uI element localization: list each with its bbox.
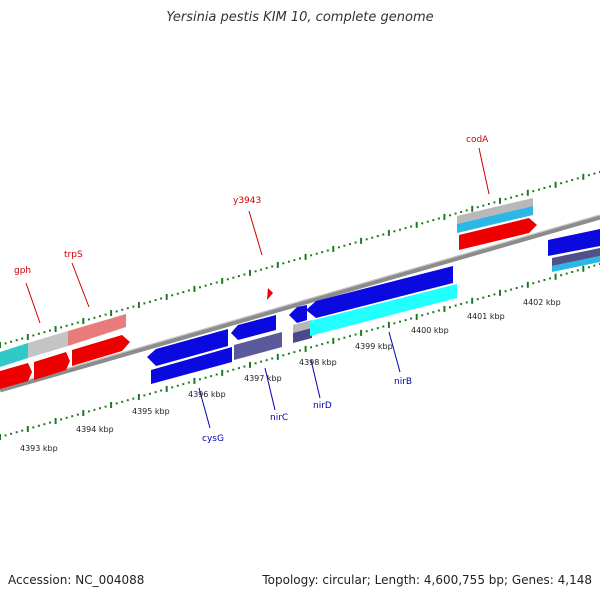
callout-line (264, 367, 276, 411)
gene-label-reverse[interactable]: cysG (202, 434, 224, 444)
gene-callouts (25, 147, 490, 429)
lower-tick-track (0, 263, 600, 440)
callout-line (310, 359, 321, 399)
gene-arrow[interactable] (0, 363, 32, 389)
feature-block[interactable] (28, 331, 68, 358)
kbp-label: 4401 kbp (467, 312, 505, 321)
kbp-label: 4400 kbp (411, 326, 449, 335)
gene-labels: gph trpS y3943 codA cysG nirC nirD nirB (14, 135, 489, 444)
gene-arrow[interactable] (34, 352, 70, 380)
gene-arrow[interactable] (548, 229, 600, 256)
gene-arrow[interactable] (306, 266, 453, 318)
gene-label-reverse[interactable]: nirC (270, 413, 288, 423)
gene-arrow[interactable] (267, 288, 273, 300)
callout-line (198, 387, 211, 429)
feature-block[interactable] (293, 328, 312, 343)
feature-block[interactable] (457, 198, 533, 224)
feature-block[interactable] (457, 206, 533, 233)
gene-arrow[interactable] (459, 218, 537, 250)
forward-strand (0, 198, 600, 389)
scale-labels: 4393 kbp 4394 kbp 4395 kbp 4396 kbp 4397… (20, 298, 561, 453)
gene-arrow[interactable] (151, 347, 232, 384)
reverse-strand (147, 266, 457, 384)
gene-arrow[interactable] (72, 335, 130, 366)
callout-line (71, 262, 90, 308)
kbp-label: 4395 kbp (132, 407, 170, 416)
gene-label-forward[interactable]: y3943 (233, 196, 261, 206)
callout-line (478, 147, 490, 195)
callout-line (25, 282, 41, 324)
kbp-label: 4402 kbp (523, 298, 561, 307)
kbp-label: 4393 kbp (20, 444, 58, 453)
map-title: Yersinia pestis KIM 10, complete genome (166, 10, 434, 25)
feature-block[interactable] (234, 332, 282, 360)
feature-block[interactable] (552, 256, 600, 272)
gene-label-forward[interactable]: trpS (64, 250, 83, 260)
gene-label-forward[interactable]: codA (466, 135, 489, 145)
feature-block[interactable] (68, 314, 126, 346)
genome-backbone-highlight (0, 214, 600, 389)
kbp-label: 4396 kbp (188, 390, 226, 399)
gene-label-reverse[interactable]: nirD (313, 401, 332, 411)
upper-tick-track (0, 171, 600, 348)
callout-line (248, 210, 263, 256)
gene-arrow[interactable] (147, 329, 228, 366)
gene-label-forward[interactable]: gph (14, 266, 31, 276)
kbp-label: 4394 kbp (76, 425, 114, 434)
gene-arrow[interactable] (231, 315, 276, 340)
feature-block[interactable] (0, 343, 28, 367)
gene-arrow[interactable] (289, 305, 307, 323)
genome-summary: Topology: circular; Length: 4,600,755 bp… (262, 573, 592, 587)
gene-label-reverse[interactable]: nirB (394, 377, 412, 387)
accession-text: Accession: NC_004088 (8, 573, 145, 587)
genome-backbone (0, 214, 600, 393)
callout-line (388, 331, 401, 373)
kbp-label: 4397 kbp (244, 374, 282, 383)
feature-block[interactable] (310, 284, 457, 336)
kbp-label: 4398 kbp (299, 358, 337, 367)
kbp-label: 4399 kbp (355, 342, 393, 351)
feature-block[interactable] (552, 248, 600, 266)
